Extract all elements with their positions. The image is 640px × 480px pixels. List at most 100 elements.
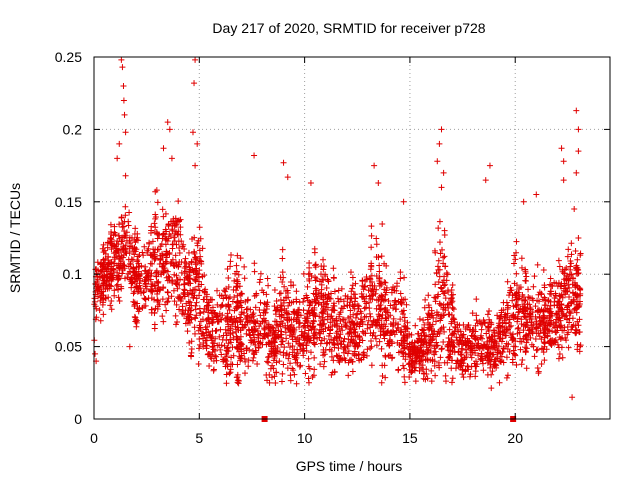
data-point xyxy=(151,220,158,227)
data-point xyxy=(400,198,407,205)
data-point xyxy=(540,349,547,356)
data-point xyxy=(116,265,123,272)
data-point xyxy=(372,335,379,342)
data-point xyxy=(252,341,259,348)
data-point xyxy=(347,269,354,276)
data-point xyxy=(379,311,386,318)
data-point xyxy=(304,283,311,290)
data-point xyxy=(534,261,541,268)
data-point xyxy=(148,306,155,313)
data-point xyxy=(223,337,230,344)
data-point xyxy=(118,56,125,63)
data-point xyxy=(376,262,383,269)
data-point xyxy=(251,152,258,159)
data-point xyxy=(147,251,154,258)
data-point xyxy=(220,332,227,339)
data-point xyxy=(265,340,272,347)
data-point xyxy=(174,218,181,225)
data-point xyxy=(552,339,559,346)
data-point xyxy=(316,278,323,285)
data-point xyxy=(390,305,397,312)
data-point xyxy=(93,270,100,277)
data-point xyxy=(252,347,259,354)
data-point xyxy=(436,266,443,273)
data-point xyxy=(440,254,447,261)
data-point xyxy=(263,306,270,313)
data-point xyxy=(97,297,104,304)
data-point xyxy=(381,362,388,369)
data-point xyxy=(450,306,457,313)
data-point xyxy=(209,314,216,321)
data-point xyxy=(115,272,122,279)
data-point xyxy=(174,285,181,292)
data-point xyxy=(449,348,456,355)
data-point xyxy=(257,299,264,306)
data-point xyxy=(323,284,330,291)
data-point xyxy=(166,126,173,133)
data-point xyxy=(468,345,475,352)
data-point xyxy=(421,326,428,333)
data-point xyxy=(554,341,561,348)
data-point xyxy=(230,352,237,359)
data-point xyxy=(190,295,197,302)
data-point xyxy=(172,259,179,266)
data-point xyxy=(271,303,278,310)
data-point xyxy=(440,338,447,345)
data-point xyxy=(100,292,107,299)
data-point xyxy=(159,252,166,259)
data-point xyxy=(163,228,170,235)
data-point xyxy=(99,268,106,275)
data-point xyxy=(267,323,274,330)
data-point xyxy=(113,282,120,289)
data-point xyxy=(304,294,311,301)
data-point xyxy=(347,299,354,306)
data-point xyxy=(285,302,292,309)
data-point xyxy=(551,295,558,302)
data-point xyxy=(211,310,218,317)
data-point xyxy=(330,337,337,344)
data-point xyxy=(441,359,448,366)
data-point xyxy=(207,332,214,339)
data-point xyxy=(277,296,284,303)
data-point xyxy=(175,231,182,238)
data-point xyxy=(307,179,314,186)
data-point xyxy=(352,343,359,350)
data-point xyxy=(558,145,565,152)
data-point xyxy=(345,347,352,354)
data-point xyxy=(326,346,333,353)
data-point xyxy=(100,257,107,264)
data-point xyxy=(540,267,547,274)
data-point xyxy=(312,285,319,292)
data-point xyxy=(566,315,573,322)
data-point xyxy=(350,337,357,344)
data-point xyxy=(437,250,444,257)
data-point xyxy=(156,286,163,293)
data-point xyxy=(443,277,450,284)
data-point xyxy=(401,335,408,342)
data-point xyxy=(574,256,581,263)
data-point xyxy=(180,290,187,297)
data-point xyxy=(327,313,334,320)
data-point xyxy=(181,287,188,294)
data-point xyxy=(479,321,486,328)
data-point xyxy=(479,335,486,342)
data-point xyxy=(547,275,554,282)
data-point xyxy=(198,258,205,265)
data-point xyxy=(574,304,581,311)
data-point xyxy=(128,280,135,287)
data-point xyxy=(400,332,407,339)
data-point xyxy=(214,301,221,308)
data-point xyxy=(569,394,576,401)
data-point xyxy=(234,252,241,259)
data-point xyxy=(351,301,358,308)
data-point xyxy=(266,371,273,378)
data-point xyxy=(272,307,279,314)
data-point xyxy=(381,279,388,286)
data-point xyxy=(563,265,570,272)
data-point xyxy=(387,302,394,309)
data-point xyxy=(305,355,312,362)
data-point xyxy=(99,264,106,271)
data-point xyxy=(547,340,554,347)
data-point xyxy=(364,346,371,353)
data-point xyxy=(435,278,442,285)
